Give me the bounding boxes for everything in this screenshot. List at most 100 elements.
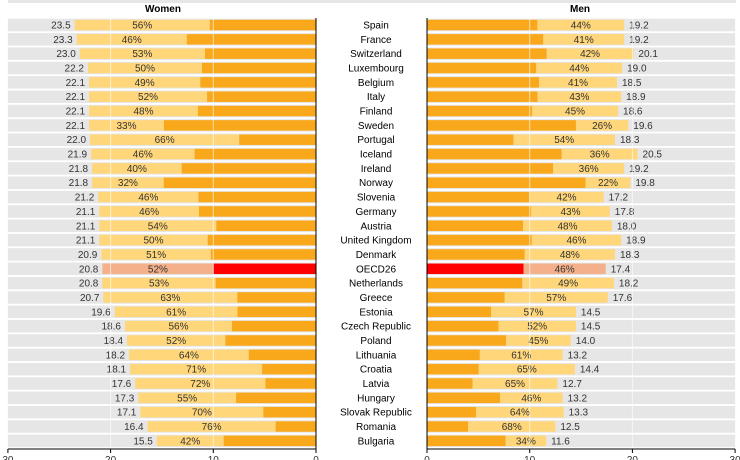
row-bulgaria: 15.5 42% Bulgaria 11.6 34% [7,434,736,447]
row-united-kingdom: 21.1 50% United Kingdom 18.9 46% [7,233,736,247]
women-share-label: 53% [132,49,152,60]
women-value-label: 20.9 [78,250,98,261]
women-share-label: 52% [148,264,168,275]
row-croatia: 18.1 71% Croatia 14.4 65% [7,362,736,376]
women-share-bar [114,306,238,318]
men-share-bar [585,177,631,188]
category-label: Portugal [357,135,394,146]
women-share-label: 66% [155,135,175,146]
category-label: Spain [363,21,389,32]
women-value-label: 22.1 [66,121,86,132]
row-hungary: 17.3 55% Hungary 13.2 46% [7,391,736,404]
men-panel-title: Men [570,4,590,15]
women-value-label: 17.6 [112,379,132,390]
women-share-bar [91,148,195,160]
men-rest-bar [427,435,506,447]
row-spain: 23.5 56% Spain 19.2 44% [7,18,736,32]
men-value-label: 18.2 [619,279,639,290]
women-share-label: 46% [139,207,159,218]
men-rest-bar [427,220,524,232]
men-rest-bar [427,349,480,361]
men-share-bar [468,421,556,432]
women-rest-bar [204,48,316,59]
women-share-label: 52% [138,92,158,103]
men-share-label: 68% [502,422,522,433]
row-lithuania: 18.2 64% Lithuania 13.2 61% [7,348,736,361]
men-share-label: 44% [569,64,589,75]
women-value-label: 22.1 [66,78,86,89]
men-share-bar [491,306,576,318]
women-share-label: 46% [133,150,153,161]
category-label: Italy [367,92,385,103]
men-share-bar [575,120,629,131]
men-value-label: 18.3 [620,135,640,146]
men-share-bar [524,249,615,260]
women-value-label: 23.5 [51,21,71,32]
men-rest-bar [427,34,544,45]
men-share-bar [472,378,558,389]
category-label: Germany [355,207,396,218]
women-share-bar [88,62,203,74]
men-share-label: 49% [558,279,578,290]
men-share-bar [543,34,625,45]
men-share-label: 22% [598,178,618,189]
men-value-label: 14.4 [580,365,600,376]
men-value-label: 12.7 [562,379,582,390]
men-share-label: 42% [557,193,577,204]
men-share-bar [522,277,614,289]
women-rest-bar [202,62,316,74]
women-share-label: 40% [127,164,147,175]
men-value-label: 19.8 [635,178,655,189]
men-rest-bar [427,263,524,275]
women-value-label: 19.6 [91,307,111,318]
women-value-label: 20.8 [79,264,99,275]
men-value-label: 13.3 [569,408,589,419]
women-share-bar [98,191,199,203]
men-rest-bar [427,77,540,88]
women-share-bar [130,363,263,375]
women-share-bar [140,406,264,418]
category-label: United Kingdom [340,236,411,247]
women-share-bar [90,134,240,145]
men-share-label: 26% [592,121,612,132]
category-label: Iceland [360,150,392,161]
women-rest-bar [223,435,316,447]
category-label: Sweden [358,121,394,132]
men-tick-label: 30 [730,455,740,460]
men-share-label: 48% [557,221,577,232]
women-share-bar [127,335,226,346]
men-share-bar [498,320,576,332]
men-value-label: 17.4 [611,264,631,275]
women-share-bar [89,91,208,102]
women-value-label: 21.8 [69,164,89,175]
category-label: Greece [360,293,393,304]
men-rest-bar [427,292,505,303]
men-value-label: 12.5 [560,422,580,433]
women-share-label: 56% [132,21,152,32]
row-finland: 22.1 48% Finland 18.6 45% [7,104,736,118]
men-share-label: 46% [521,393,541,404]
women-rest-bar [237,292,316,303]
men-share-bar [539,77,617,88]
women-share-label: 76% [202,422,222,433]
men-share-bar [504,292,608,303]
women-share-label: 46% [122,35,142,46]
men-rest-bar [427,62,537,74]
men-value-label: 13.2 [568,350,588,361]
women-value-label: 21.8 [69,178,89,189]
women-share-bar [156,435,224,447]
men-value-label: 11.6 [551,436,570,447]
category-label: Croatia [360,365,393,376]
women-value-label: 18.2 [106,350,126,361]
women-value-label: 20.7 [80,293,100,304]
women-rest-bar [216,220,316,232]
category-label: Poland [360,336,391,347]
men-share-bar [523,263,606,275]
women-share-bar [89,105,198,117]
women-value-label: 17.3 [115,393,135,404]
men-value-label: 13.2 [568,393,588,404]
women-share-label: 51% [146,250,166,261]
women-share-bar [138,392,237,404]
men-share-label: 43% [569,92,589,103]
